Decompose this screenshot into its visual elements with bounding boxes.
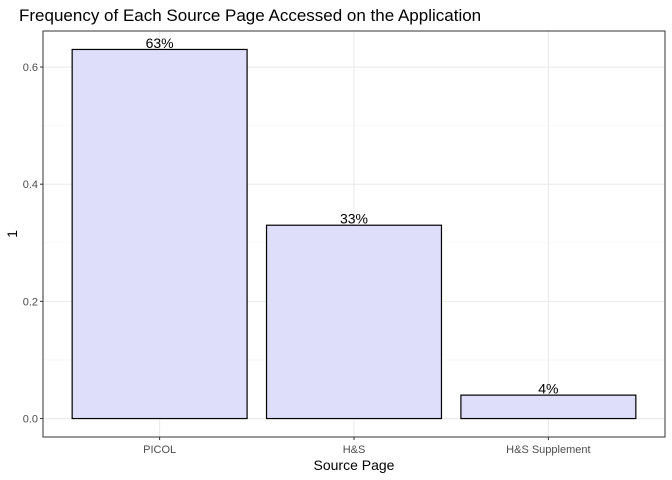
y-tick-label: 0.4	[23, 179, 38, 191]
x-axis-title: Source Page	[314, 457, 395, 473]
bar-label-1: 33%	[340, 211, 368, 227]
y-tick-label: 0.2	[23, 296, 38, 308]
chart-title: Frequency of Each Source Page Accessed o…	[19, 6, 481, 25]
bar-labels: 63% 33% 4%	[146, 35, 559, 397]
x-tick-label: PICOL	[143, 444, 176, 456]
y-tick-label: 0.6	[23, 62, 38, 74]
y-axis-title: 1	[4, 230, 20, 238]
y-axis: 0.0 0.2 0.4 0.6	[23, 62, 43, 426]
x-tick-label: H&S	[343, 444, 366, 456]
bar-2	[460, 394, 637, 420]
x-tick-label: H&S Supplement	[506, 444, 590, 456]
x-axis: PICOL H&S H&S Supplement	[143, 437, 591, 456]
bar-0	[71, 48, 248, 420]
bar-1	[265, 224, 443, 420]
bars	[71, 48, 637, 420]
y-tick-label: 0.0	[23, 414, 38, 426]
bar-label-0: 63%	[146, 35, 174, 51]
bar-label-2: 4%	[538, 381, 558, 397]
